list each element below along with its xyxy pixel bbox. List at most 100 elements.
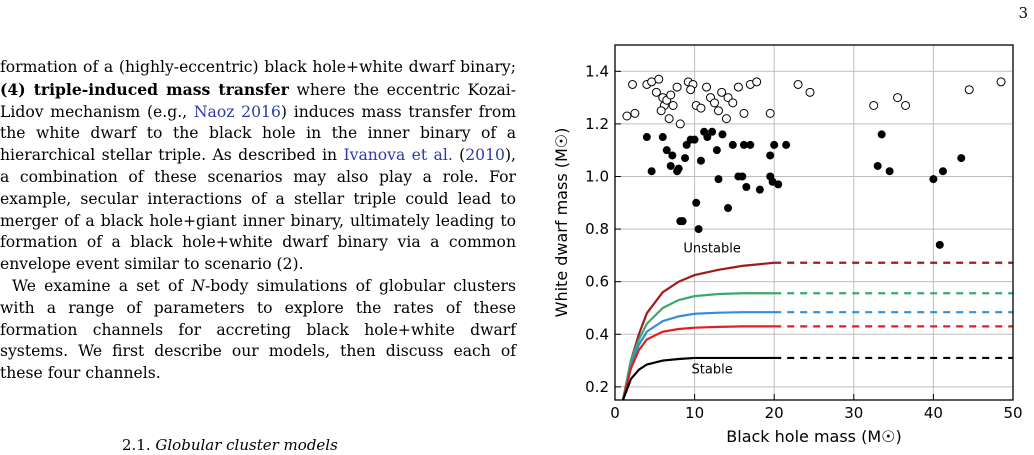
filled-point — [714, 175, 723, 184]
open-point — [793, 79, 803, 89]
points — [622, 74, 1006, 249]
open-point — [672, 82, 682, 92]
y-tick-label: 0.6 — [585, 273, 609, 291]
filled-point — [929, 175, 938, 184]
text-run: ) induces mass transfer from the white d… — [0, 102, 517, 165]
ticks: 0 10 20 30 40 50 0.2 0.4 0.6 0.8 1.0 1.2 1.4 — [585, 62, 1022, 422]
filled-point — [674, 164, 683, 173]
stability-curve-4 — [621, 356, 775, 401]
open-point — [686, 85, 696, 95]
filled-point — [678, 217, 687, 226]
open-point — [651, 87, 661, 97]
filled-point — [681, 154, 690, 163]
open-point — [964, 85, 974, 95]
open-point — [869, 100, 879, 110]
open-point — [728, 98, 738, 108]
filled-point — [694, 225, 703, 234]
text-run: ( — [452, 146, 466, 165]
filled-point — [885, 167, 894, 176]
open-point — [666, 90, 676, 100]
open-point — [713, 106, 723, 116]
filled-point — [873, 161, 882, 170]
open-point — [739, 108, 749, 118]
open-point — [752, 77, 762, 87]
filled-point — [662, 146, 671, 155]
open-point — [717, 87, 727, 97]
filled-point — [708, 127, 717, 136]
bold-run: (4) triple-induced mass transfer — [0, 79, 289, 99]
grid — [614, 45, 1014, 400]
filled-point — [774, 180, 783, 189]
y-tick-label: 0.4 — [585, 325, 609, 343]
y-tick-label: 1.2 — [585, 115, 609, 133]
plot-frame — [614, 44, 1014, 401]
y-tick-label: 0.8 — [585, 220, 609, 238]
annotation-unstable: Unstable — [683, 242, 740, 257]
x-tick-label: 0 — [610, 404, 620, 422]
filled-point — [782, 140, 791, 149]
y-tick-label: 1.4 — [585, 62, 609, 80]
stability-curve-2 — [621, 311, 775, 401]
open-point — [696, 103, 706, 113]
filled-point — [957, 154, 966, 163]
filled-point — [658, 133, 667, 142]
text-run: -body simulations of globular clusters w… — [0, 276, 516, 383]
filled-point — [738, 172, 747, 181]
text-run: formation of a (highly-eccentric) black … — [0, 58, 516, 76]
filled-point — [712, 146, 721, 155]
x-tick-label: 40 — [924, 404, 943, 422]
open-point — [721, 114, 731, 124]
filled-point — [935, 240, 944, 249]
stability-curve-1 — [621, 292, 775, 401]
open-point — [765, 108, 775, 118]
filled-point — [770, 140, 779, 149]
page-number: 3 — [1018, 4, 1028, 22]
open-point — [628, 79, 638, 89]
section-heading: 2.1. Globular cluster models — [122, 436, 338, 454]
section-number: 2.1. — [122, 436, 151, 454]
filled-point — [696, 156, 705, 165]
open-point — [702, 82, 712, 92]
y-axis-label: White dwarf mass (M☉) — [552, 128, 571, 318]
filled-point — [642, 133, 651, 142]
filled-point — [766, 172, 775, 181]
annotation-stable: Stable — [692, 363, 733, 378]
filled-point — [690, 135, 699, 144]
filled-point — [755, 185, 764, 194]
figure-chart: 0 10 20 30 40 50 0.2 0.4 0.6 0.8 1.0 1.2 1.4 Unstabl… — [552, 44, 1023, 446]
x-tick-label: 50 — [1003, 404, 1022, 422]
paragraph-2: We examine a set of N-body simulations o… — [0, 276, 516, 385]
filled-point — [877, 130, 886, 139]
open-point — [710, 98, 719, 108]
y-tick-label: 0.2 — [585, 378, 609, 396]
open-point — [901, 100, 911, 110]
filled-point — [668, 151, 677, 160]
text-run: We examine a set of — [12, 276, 192, 295]
open-point — [893, 93, 903, 103]
x-axis-label: Black hole mass (M☉) — [726, 427, 901, 446]
text-run: where the eccentric Kozai-Lidov mechanis… — [0, 80, 516, 121]
stability-curve-0 — [621, 261, 775, 401]
filled-point — [766, 151, 775, 160]
filled-point — [718, 130, 727, 139]
open-point — [654, 74, 664, 84]
italic-run: N — [191, 276, 205, 295]
stability-curve-3 — [621, 325, 775, 401]
filled-point — [938, 167, 947, 176]
citation-year-link[interactable]: 2010 — [465, 146, 505, 165]
filled-point — [739, 140, 748, 149]
open-point — [675, 119, 685, 129]
open-point — [630, 108, 640, 118]
open-point — [668, 100, 678, 110]
x-tick-label: 30 — [844, 404, 863, 422]
curves — [621, 261, 1013, 401]
x-tick-label: 10 — [685, 404, 704, 422]
citation-link[interactable]: Ivanova et al. — [343, 146, 453, 165]
paragraph-1: formation of a (highly-eccentric) black … — [0, 57, 516, 276]
y-tick-label: 1.0 — [585, 167, 609, 185]
open-point — [656, 106, 666, 116]
filled-point — [742, 183, 751, 191]
citation-link[interactable]: Naoz 2016 — [193, 102, 281, 121]
filled-point — [647, 167, 656, 176]
filled-point — [666, 161, 675, 170]
